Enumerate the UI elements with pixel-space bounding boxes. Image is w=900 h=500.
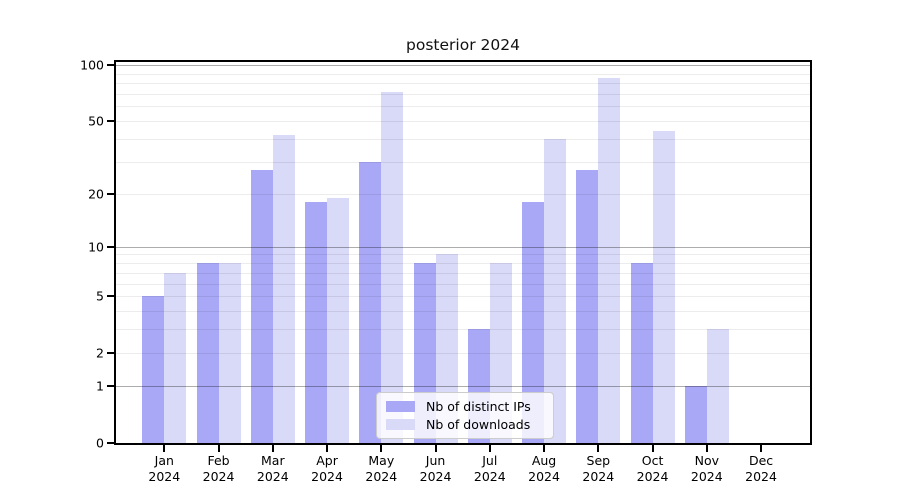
bar-distinct-ips-may: [359, 161, 382, 443]
gridline-minor: [116, 263, 810, 265]
x-tick-label: Jun 2024: [419, 453, 452, 484]
x-tick: [326, 445, 329, 452]
x-tick-label: Feb 2024: [202, 453, 235, 484]
y-tick-label: 100: [80, 57, 104, 73]
legend-item-downloads: Nb of downloads: [386, 417, 543, 432]
x-tick: [760, 445, 763, 452]
gridline-minor: [116, 311, 810, 313]
gridline-minor: [116, 120, 810, 122]
y-tick-label: 1: [96, 378, 104, 394]
y-tick-label: 20: [88, 186, 104, 202]
chart-title: posterior 2024: [406, 36, 520, 54]
x-tick-label: Jan 2024: [148, 453, 181, 484]
bar-distinct-ips-sep: [576, 170, 599, 443]
bar-downloads-apr: [327, 197, 350, 443]
y-tick: [107, 64, 114, 66]
gridline-minor: [116, 296, 810, 298]
legend-swatch-downloads: [386, 419, 415, 430]
y-tick-label: 5: [96, 288, 104, 304]
gridline-minor: [116, 161, 810, 163]
plot-area: [114, 60, 812, 445]
x-tick: [651, 445, 654, 452]
gridline-major: [116, 65, 810, 66]
x-tick-label: Dec 2024: [745, 453, 777, 484]
x-tick: [163, 445, 166, 452]
x-tick-label: Aug 2024: [528, 453, 560, 484]
x-tick: [543, 445, 546, 452]
bar-distinct-ips-aug: [522, 201, 545, 443]
gridline-major: [116, 386, 810, 388]
x-tick-label: Mar 2024: [256, 453, 289, 484]
gridline-minor: [116, 283, 810, 285]
y-tick: [107, 352, 114, 355]
bar-distinct-ips-mar: [250, 170, 273, 443]
bar-distinct-ips-feb: [196, 263, 219, 443]
gridline-minor: [116, 353, 810, 355]
legend-label-distinct-ips: Nb of distinct IPs: [426, 399, 531, 414]
x-tick-label: Nov 2024: [690, 453, 723, 484]
gridline-minor: [116, 93, 810, 95]
gridline-minor: [116, 73, 810, 75]
gridlines-layer: [116, 62, 810, 443]
bar-distinct-ips-jan: [142, 296, 165, 443]
bar-downloads-feb: [218, 263, 241, 443]
gridline-minor: [116, 193, 810, 195]
x-tick-label: Jul 2024: [473, 453, 506, 484]
x-tick-label: Apr 2024: [311, 453, 343, 484]
bar-downloads-aug: [544, 138, 567, 443]
legend-swatch-distinct-ips: [386, 401, 415, 412]
bar-downloads-may: [381, 91, 404, 443]
gridline-minor: [116, 329, 810, 331]
bar-downloads-mar: [272, 134, 295, 443]
y-tick: [107, 295, 114, 298]
y-tick: [107, 192, 114, 195]
y-tick-label: 50: [88, 113, 104, 129]
bar-distinct-ips-apr: [305, 201, 328, 443]
bar-downloads-sep: [598, 78, 621, 443]
x-tick: [488, 445, 491, 452]
y-tick: [107, 119, 114, 122]
bar-downloads-nov: [706, 329, 729, 443]
y-tick: [107, 442, 114, 444]
x-tick: [597, 445, 600, 452]
x-tick: [380, 445, 383, 452]
gridline-minor: [116, 272, 810, 274]
y-tick-label: 10: [88, 239, 104, 255]
gridline-minor: [116, 83, 810, 85]
legend-label-downloads: Nb of downloads: [426, 417, 531, 432]
x-tick-label: May 2024: [365, 453, 398, 484]
y-tick: [107, 385, 114, 388]
bar-distinct-ips-nov: [684, 386, 707, 443]
x-tick: [217, 445, 220, 452]
y-tick-label: 2: [96, 345, 104, 361]
y-tick: [107, 245, 114, 248]
gridline-minor: [116, 138, 810, 140]
bar-distinct-ips-oct: [630, 263, 653, 443]
x-tick: [271, 445, 274, 452]
gridline-minor: [116, 254, 810, 256]
legend-item-distinct-ips: Nb of distinct IPs: [386, 399, 543, 414]
gridline-major: [116, 246, 810, 248]
bar-downloads-oct: [652, 131, 675, 443]
gridline-minor: [116, 106, 810, 108]
x-tick-label: Oct 2024: [636, 453, 669, 484]
x-tick: [705, 445, 708, 452]
bar-downloads-jan: [164, 272, 187, 443]
legend: Nb of distinct IPs Nb of downloads: [376, 392, 554, 439]
x-tick-label: Sep 2024: [582, 453, 615, 484]
y-tick-label: 0: [96, 435, 104, 451]
x-tick: [434, 445, 437, 452]
